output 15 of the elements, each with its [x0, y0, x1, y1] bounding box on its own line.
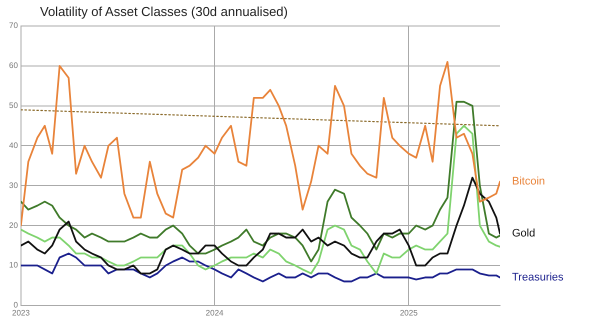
y-tick-label: 20 [8, 220, 18, 230]
y-tick-label: 30 [8, 180, 18, 190]
y-tick-label: 60 [8, 61, 18, 70]
series-label: Treasuries [512, 271, 564, 284]
series-label: Gold [512, 228, 536, 240]
x-tick-label: 2023 [12, 308, 30, 318]
y-tick-label: 40 [8, 140, 18, 150]
chart-title: Volatility of Asset Classes (30d annualised) [40, 4, 288, 19]
y-tick-label: 50 [8, 101, 18, 110]
y-tick-label: 0 [13, 300, 18, 310]
x-tick-label: 2024 [206, 308, 224, 318]
x-tick-label: 2025 [400, 308, 418, 318]
y-tick-label: 10 [8, 260, 18, 270]
y-tick-label: 70 [8, 21, 18, 30]
series-label: Bitcoin [512, 176, 546, 188]
